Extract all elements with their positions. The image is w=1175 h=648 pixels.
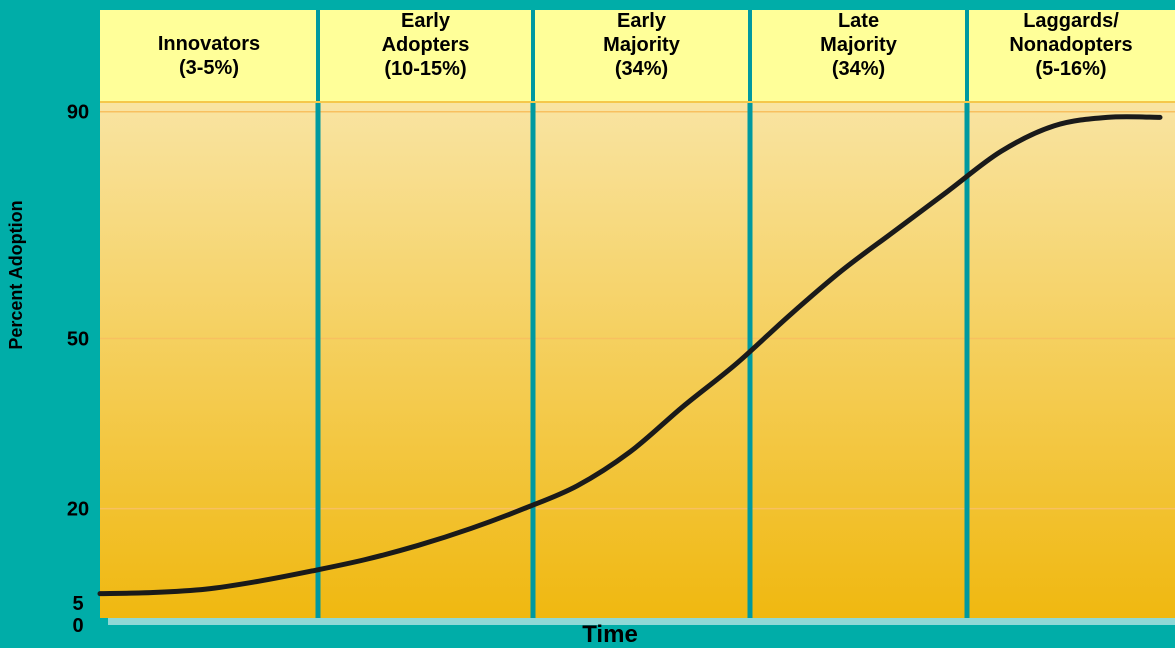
category-label-line: Late [838, 10, 879, 32]
category-label-line: (5-16%) [1035, 58, 1106, 80]
category-label-line: Adopters [382, 34, 470, 56]
category-label-line: Nonadopters [1009, 34, 1132, 56]
x-axis-title: Time [582, 621, 638, 648]
category-label-line: Innovators [158, 33, 260, 55]
category-divider [964, 10, 970, 618]
category-label-line: Early [617, 10, 667, 32]
x-axis-line [108, 618, 1175, 625]
category-label-line: (10-15%) [384, 58, 466, 80]
header-divider [965, 10, 969, 102]
category-label-line: Majority [603, 34, 681, 56]
category-divider [530, 10, 536, 618]
y-axis-title: Percent Adoption [6, 200, 26, 349]
category-label: Innovators(3-5%) [158, 33, 260, 79]
category-header-band [100, 10, 1175, 102]
y-tick-label: 20 [67, 499, 89, 521]
category-label-line: (3-5%) [179, 57, 239, 79]
header-divider [531, 10, 535, 102]
category-label-line: (34%) [832, 58, 885, 80]
category-divider [315, 10, 321, 618]
plot-area [100, 102, 1175, 618]
category-label-line: Laggards/ [1023, 10, 1119, 32]
category-label: Laggards/Nonadopters(5-16%) [1009, 10, 1132, 80]
y-tick-label: 0 [72, 615, 83, 637]
y-tick-label: 90 [67, 102, 89, 124]
adoption-curve-line [97, 114, 1163, 597]
header-divider [316, 10, 320, 102]
y-tick-label: 50 [67, 329, 89, 351]
category-divider [747, 10, 753, 618]
header-divider [748, 10, 752, 102]
y-tick-label: 5 [72, 593, 83, 615]
category-label-line: (34%) [615, 58, 668, 80]
category-label-line: Early [401, 10, 451, 32]
category-label-line: Majority [820, 34, 898, 56]
